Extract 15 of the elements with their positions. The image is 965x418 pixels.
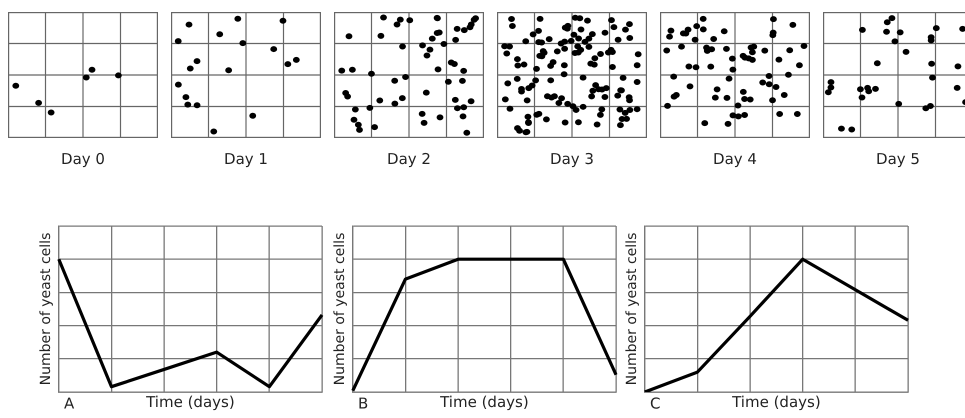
x-axis-title: Time (days) <box>439 392 529 411</box>
y-axis-title: Number of yeast cells <box>38 232 54 386</box>
text: C <box>650 394 660 412</box>
text: A <box>64 394 75 412</box>
text: Day 2 <box>387 150 431 168</box>
y-axis-title: Number of yeast cells <box>332 232 348 386</box>
x-axis-title: Time (days) <box>145 392 235 411</box>
text: Day 5 <box>876 150 920 168</box>
text: Day 3 <box>550 150 594 168</box>
text: B <box>358 394 368 412</box>
text: Day 4 <box>713 150 757 168</box>
x-axis-title: Time (days) <box>731 392 821 411</box>
text: Day 1 <box>224 150 268 168</box>
text: Day 0 <box>61 150 105 168</box>
y-axis-title: Number of yeast cells <box>624 232 640 386</box>
